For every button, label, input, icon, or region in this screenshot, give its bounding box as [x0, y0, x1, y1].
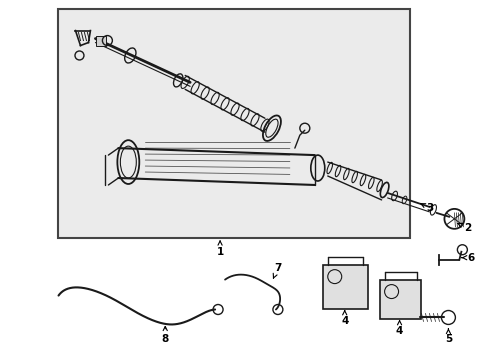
Bar — [322, 265, 367, 310]
Text: 5: 5 — [444, 329, 451, 345]
Text: 1: 1 — [216, 241, 223, 257]
Text: 4: 4 — [395, 320, 403, 336]
Text: 6: 6 — [461, 253, 474, 263]
Bar — [58, 9, 408, 238]
Text: 7: 7 — [273, 263, 281, 278]
Text: 2: 2 — [457, 223, 470, 233]
Text: 8: 8 — [161, 327, 168, 345]
Text: 3: 3 — [420, 203, 432, 213]
Text: 4: 4 — [340, 311, 347, 327]
Bar — [379, 280, 421, 319]
Bar — [96, 36, 106, 45]
